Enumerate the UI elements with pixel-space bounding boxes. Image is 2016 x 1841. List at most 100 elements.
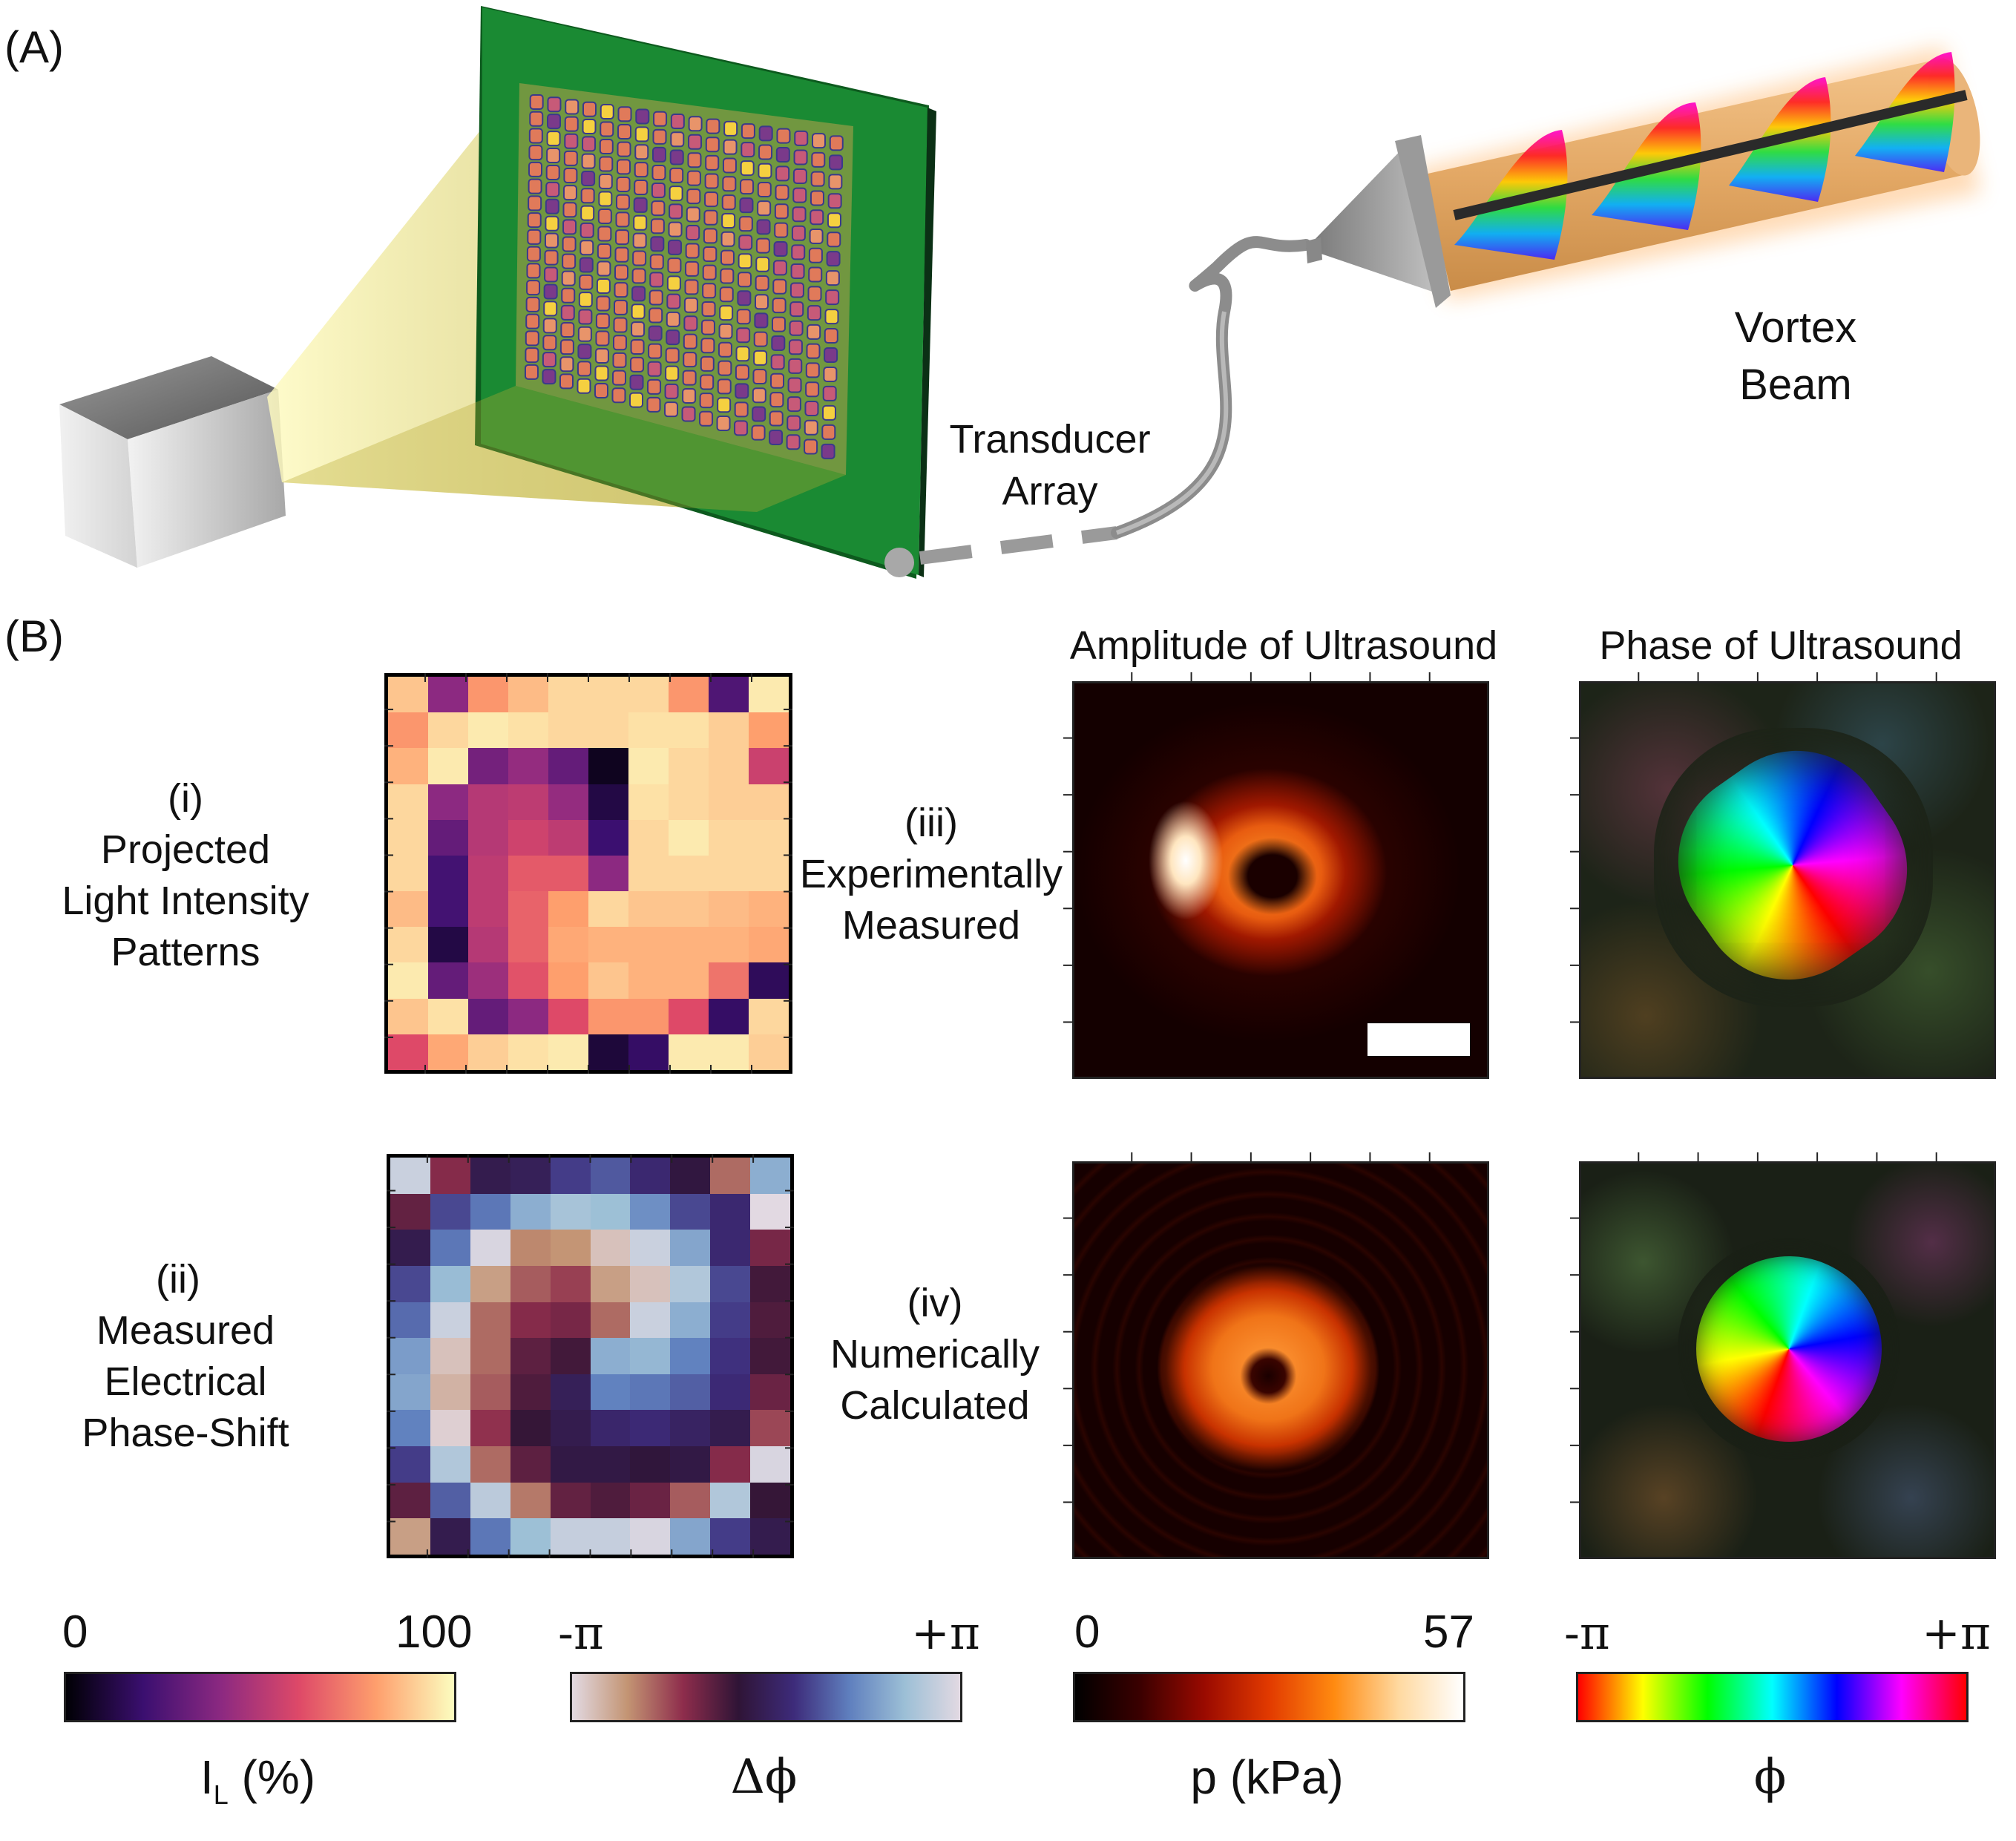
row-ii-line3: Electrical [104, 1359, 267, 1405]
grid-cell [710, 1230, 751, 1266]
array-element [752, 387, 766, 404]
grid-cell [390, 1265, 430, 1302]
array-element [825, 270, 840, 286]
grid-cell [510, 1446, 551, 1483]
array-element [719, 286, 734, 303]
grid-cell [709, 748, 749, 784]
colorbar-1-title: IL (%) [200, 1750, 316, 1810]
grid-cell [468, 1034, 508, 1070]
row-ii-line4: Phase-Shift [82, 1411, 289, 1456]
array-element [752, 406, 766, 422]
grid-cell [470, 1446, 510, 1483]
grid-cell [548, 748, 588, 784]
array-element [702, 264, 717, 280]
grid-cell [508, 855, 548, 892]
array-element [559, 373, 574, 390]
grid-cell [388, 891, 428, 928]
array-element [649, 289, 663, 306]
array-element [578, 292, 593, 308]
array-element [543, 283, 558, 300]
array-element [700, 355, 715, 372]
array-element [753, 331, 768, 347]
array-element [789, 320, 804, 336]
row-i-line4: Patterns [111, 930, 260, 975]
array-element [719, 305, 734, 321]
colorbar-1-max: 100 [395, 1607, 473, 1658]
grid-cell [749, 1034, 789, 1070]
array-element [630, 356, 645, 373]
array-element [649, 272, 664, 288]
grid-cell [388, 962, 428, 999]
array-element [703, 228, 718, 244]
array-element [701, 301, 716, 317]
array-element [825, 289, 840, 306]
row-i-line3: Light Intensity [62, 879, 309, 924]
panel-a-label: (A) [4, 22, 64, 72]
array-element [686, 170, 701, 186]
grid-cell [710, 1446, 751, 1483]
array-element [562, 236, 577, 252]
array-element [631, 321, 646, 338]
array-element [629, 392, 644, 408]
array-element [821, 404, 836, 421]
array-element [544, 232, 559, 249]
array-element [757, 181, 772, 197]
grid-cell [388, 677, 428, 713]
array-element [770, 373, 785, 389]
grid-cell [710, 1265, 751, 1302]
grid-cell [508, 784, 548, 820]
grid-cell [388, 998, 428, 1034]
grid-cell [510, 1302, 551, 1339]
array-element [794, 130, 809, 146]
array-element [582, 136, 597, 152]
array-element [793, 149, 808, 165]
array-element [598, 174, 613, 189]
array-element [769, 410, 784, 427]
grid-cell [510, 1410, 551, 1447]
array-element [524, 364, 539, 380]
grid-cell [430, 1230, 470, 1266]
array-element [790, 263, 805, 279]
grid-cell [390, 1230, 430, 1266]
transducer-board [282, 6, 936, 579]
array-element [560, 304, 575, 321]
grid-cell [669, 998, 709, 1034]
array-element [771, 316, 786, 332]
array-element [562, 253, 577, 269]
array-element [666, 293, 681, 309]
colorbar-2-max: +π [911, 1606, 980, 1660]
array-element [720, 249, 735, 266]
array-element [756, 219, 771, 235]
array-element [804, 439, 818, 455]
grid-cell [630, 1193, 671, 1230]
array-element [651, 200, 666, 217]
array-element [650, 218, 665, 234]
array-element [827, 232, 841, 248]
grid-cell [590, 1302, 631, 1339]
grid-cell [388, 855, 428, 892]
grid-cell [710, 1518, 751, 1555]
array-element [544, 249, 559, 266]
array-element [792, 168, 807, 185]
grid-cell [670, 1158, 711, 1194]
grid-cell [669, 819, 709, 856]
grid-cell [588, 1034, 628, 1070]
grid-cell [468, 927, 508, 963]
array-element [704, 191, 719, 208]
array-element [827, 193, 842, 209]
array-element [805, 362, 820, 378]
array-element [547, 96, 562, 113]
array-element [752, 369, 767, 385]
grid-cell [390, 1193, 430, 1230]
grid-cell [390, 1374, 430, 1411]
array-element [821, 424, 836, 440]
grid-cell [630, 1302, 671, 1339]
array-element [646, 396, 661, 413]
array-element [595, 330, 610, 347]
column-heading-phase: Phase of Ultrasound [1599, 623, 1963, 668]
grid-cell [508, 748, 548, 784]
grid-cell [428, 784, 468, 820]
grid-cell [628, 855, 669, 892]
array-element [721, 194, 736, 211]
array-element [772, 260, 787, 276]
